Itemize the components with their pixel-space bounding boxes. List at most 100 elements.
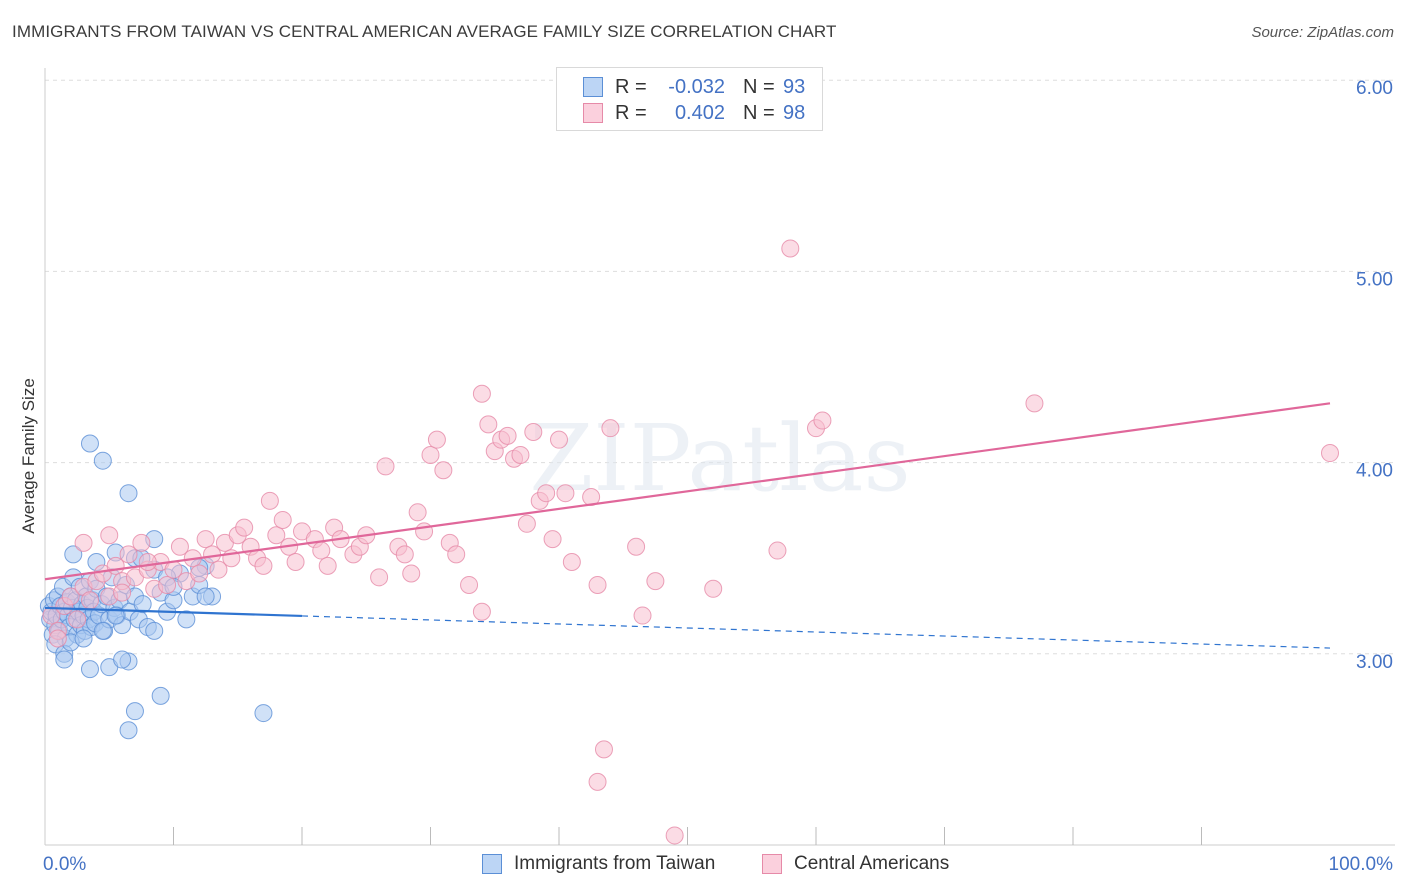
central-point <box>209 560 228 579</box>
central-point <box>267 526 286 545</box>
r-value: -0.032 <box>668 75 725 98</box>
central-point <box>550 430 568 449</box>
legend-label-taiwan: Immigrants from Taiwan <box>514 853 716 874</box>
central-point <box>48 629 67 648</box>
central-point <box>556 484 575 503</box>
central-point <box>562 553 581 572</box>
central-point <box>170 537 189 556</box>
central-point <box>119 545 138 564</box>
n-label: N = <box>743 101 775 124</box>
taiwan-point <box>80 434 99 453</box>
n-value: 93 <box>783 75 806 98</box>
source-label: Source: ZipAtlas.com <box>1251 24 1394 41</box>
central-point <box>312 541 331 560</box>
central-point <box>196 530 215 549</box>
taiwan-point <box>119 484 138 503</box>
central-point <box>402 564 421 583</box>
central-point <box>190 564 209 583</box>
central-point <box>254 556 273 575</box>
central-point <box>588 772 607 791</box>
central-point <box>498 426 517 445</box>
central-point <box>427 430 446 449</box>
central-point <box>434 461 453 480</box>
central-point <box>511 445 530 464</box>
taiwan-point <box>64 545 83 564</box>
taiwan-point <box>125 702 144 721</box>
taiwan-trend-line <box>44 606 303 618</box>
central-point <box>395 545 414 564</box>
central-point <box>479 415 498 434</box>
central-point <box>665 826 684 845</box>
y-tick-label: 6.00 <box>1356 78 1393 99</box>
taiwan-point <box>145 621 164 640</box>
taiwan-swatch <box>583 77 603 97</box>
central-point <box>524 423 543 442</box>
central-point <box>460 575 479 594</box>
central-point <box>601 419 620 438</box>
central-point <box>68 610 87 629</box>
taiwan-point <box>93 621 112 640</box>
central-point <box>100 526 119 545</box>
central-point <box>543 530 562 549</box>
central-point <box>813 411 832 430</box>
central-point <box>594 740 613 759</box>
central-point <box>447 545 466 564</box>
r-label: R = <box>615 101 647 124</box>
taiwan-point <box>196 587 215 606</box>
central-point <box>633 606 652 625</box>
n-label: N = <box>743 75 775 98</box>
taiwan-point <box>254 704 273 723</box>
central-point <box>408 503 427 522</box>
y-tick-label: 3.00 <box>1356 652 1393 673</box>
central-point <box>273 510 292 529</box>
central-point <box>588 575 607 594</box>
central-point <box>80 591 99 610</box>
taiwan-point <box>55 650 74 669</box>
central-point <box>1025 394 1044 413</box>
central-point <box>113 583 132 602</box>
central-point <box>370 568 389 587</box>
central-point <box>376 457 395 476</box>
central-point <box>646 572 665 591</box>
central-point <box>235 518 254 537</box>
r-label: R = <box>615 75 647 98</box>
legend-item-central: Central Americans <box>762 852 949 876</box>
central-point <box>158 575 177 594</box>
legend-row-central: R = 0.402 N = 98 <box>583 101 805 125</box>
legend-item-taiwan: Immigrants from Taiwan <box>482 852 715 876</box>
y-tick-label: 5.00 <box>1356 269 1393 290</box>
x-tick-label: 100.0% <box>1329 854 1394 875</box>
central-point <box>260 491 279 510</box>
taiwan-point <box>80 660 99 679</box>
central-point <box>704 579 723 598</box>
central-point <box>627 537 646 556</box>
stats-legend: R = -0.032 N = 93 R = 0.402 N = 98 <box>556 67 823 131</box>
central-point <box>537 484 556 503</box>
taiwan-point <box>113 650 132 669</box>
r-value: 0.402 <box>674 101 725 124</box>
central-point <box>517 514 536 533</box>
taiwan-point <box>151 686 170 705</box>
central-swatch <box>583 103 603 123</box>
chart-title: IMMIGRANTS FROM TAIWAN VS CENTRAL AMERIC… <box>12 22 837 41</box>
y-tick-label: 4.00 <box>1356 461 1393 482</box>
central-point <box>318 556 337 575</box>
legend-row-taiwan: R = -0.032 N = 93 <box>583 75 805 99</box>
central-point <box>421 445 440 464</box>
central-point <box>1321 444 1339 463</box>
taiwan-trend-line-dashed <box>301 615 1331 649</box>
central-point <box>74 533 93 552</box>
taiwan-point <box>133 595 152 614</box>
central-point <box>472 602 491 621</box>
central-point <box>781 239 800 258</box>
taiwan-point <box>93 451 112 470</box>
central-swatch <box>762 854 782 874</box>
central-point <box>768 541 787 560</box>
x-tick-label: 0.0% <box>43 854 86 875</box>
central-trend-line <box>44 402 1331 581</box>
central-point <box>286 553 305 572</box>
central-point <box>132 533 151 552</box>
legend-label-central: Central Americans <box>794 853 950 874</box>
n-value: 98 <box>783 101 806 124</box>
